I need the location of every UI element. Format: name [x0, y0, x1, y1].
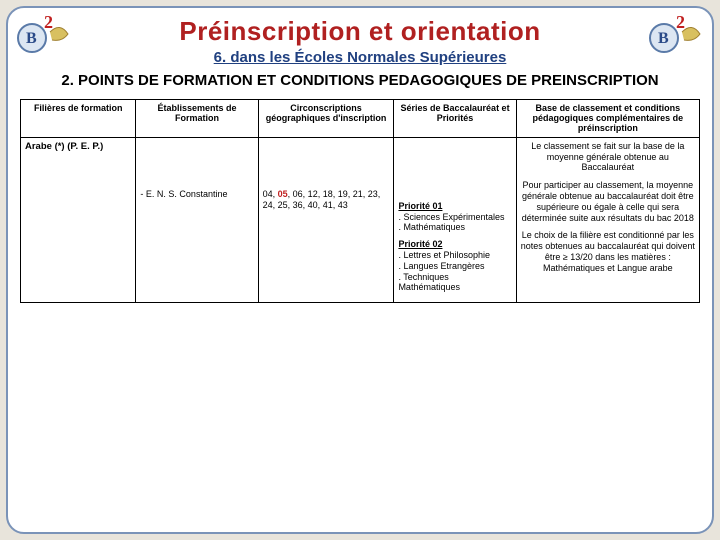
filiere-text: Arabe (*) (P. E. P.) — [25, 141, 103, 152]
cell-conditions: Le classement se fait sur la base de la … — [516, 137, 699, 302]
svg-text:2: 2 — [44, 12, 53, 32]
priorite-01-label: Priorité 01 — [398, 201, 442, 211]
condition-p1: Le classement se fait sur la base de la … — [521, 141, 695, 173]
th-etablissements: Établissements de Formation — [136, 99, 258, 137]
svg-text:B: B — [26, 30, 37, 47]
priorite-02-label: Priorité 02 — [398, 239, 442, 249]
th-conditions: Base de classement et conditions pédagog… — [516, 99, 699, 137]
logo-left: B2 — [16, 12, 72, 58]
etablissement-text: - E. N. S. Constantine — [140, 189, 227, 199]
condition-p3: Le choix de la filière est conditionné p… — [521, 230, 695, 273]
table-row: Arabe (*) (P. E. P.) - E. N. S. Constant… — [21, 137, 700, 302]
logo-right: B2 — [648, 12, 704, 58]
cell-circonscriptions: 04, 05, 06, 12, 18, 19, 21, 23, 24, 25, … — [258, 137, 394, 302]
th-filieres: Filières de formation — [21, 99, 136, 137]
svg-text:2: 2 — [676, 12, 685, 32]
table-header-row: Filières de formation Établissements de … — [21, 99, 700, 137]
th-series: Séries de Baccalauréat et Priorités — [394, 99, 516, 137]
condition-p2: Pour participer au classement, la moyenn… — [521, 180, 695, 223]
page-subtitle: 6. dans les Écoles Normales Supérieures — [20, 49, 700, 66]
cell-etablissement: - E. N. S. Constantine — [136, 137, 258, 302]
cell-series: Priorité 01 . Sciences Expérimentales . … — [394, 137, 516, 302]
page-title: Préinscription et orientation — [20, 16, 700, 47]
formation-table: Filières de formation Établissements de … — [20, 99, 700, 303]
slide-frame: Préinscription et orientation 6. dans le… — [6, 6, 714, 534]
priorite-01-items: . Sciences Expérimentales . Mathématique… — [398, 212, 504, 233]
priorite-02-items: . Lettres et Philosophie . Langues Etran… — [398, 250, 490, 292]
svg-text:B: B — [658, 30, 669, 47]
circo-part1: 04, — [263, 189, 278, 199]
th-circonscriptions: Circonscriptions géographiques d'inscrip… — [258, 99, 394, 137]
circo-red: 05 — [278, 189, 288, 199]
section-heading: 2. POINTS DE FORMATION ET CONDITIONS PED… — [20, 72, 700, 91]
cell-filiere: Arabe (*) (P. E. P.) — [21, 137, 136, 302]
